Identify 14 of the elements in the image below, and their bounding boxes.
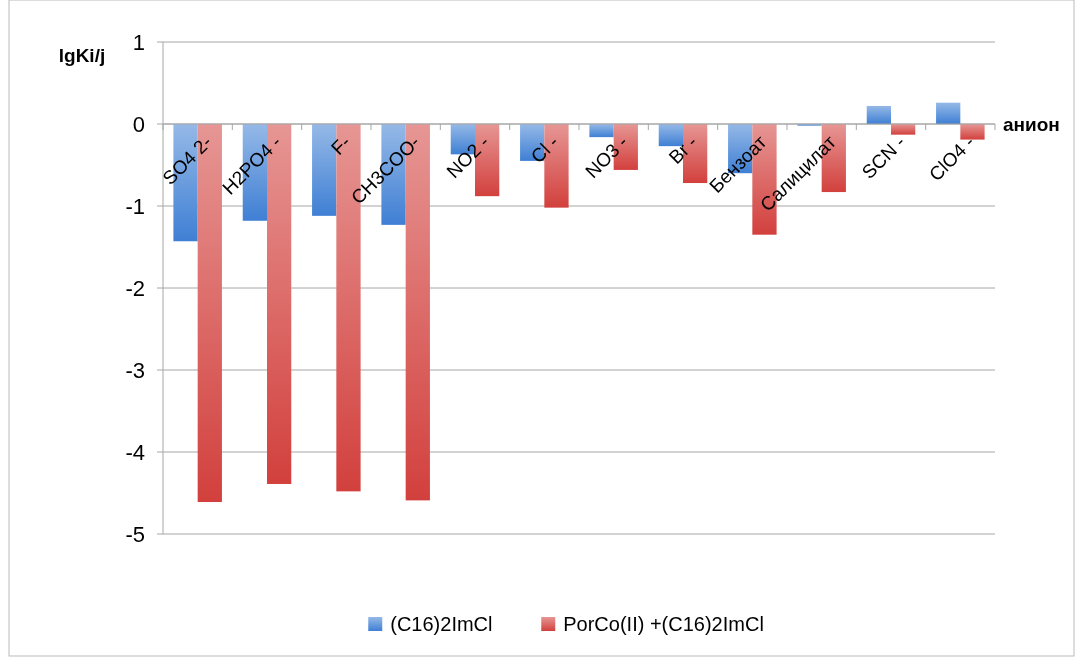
y-tick-label: -2 — [125, 275, 145, 301]
x-tick-label: Br - — [664, 131, 702, 168]
y-tick-label: -4 — [125, 439, 145, 465]
y-tick-label: -5 — [125, 521, 145, 547]
legend-label: (C16)2ImCl — [390, 613, 493, 635]
y-tick-label: 1 — [132, 29, 145, 55]
x-tick-label: F- — [327, 131, 355, 159]
y-tick-label: -1 — [125, 193, 145, 219]
y-axis-title: lgKi/j — [58, 45, 106, 66]
x-tick-label: Cl - — [526, 131, 563, 168]
x-axis-title: анион — [1003, 113, 1060, 135]
legend-label: PorCo(II) +(C16)2ImCl — [563, 613, 764, 635]
y-tick-label: -3 — [125, 357, 145, 383]
y-tick-label: 0 — [132, 111, 145, 137]
